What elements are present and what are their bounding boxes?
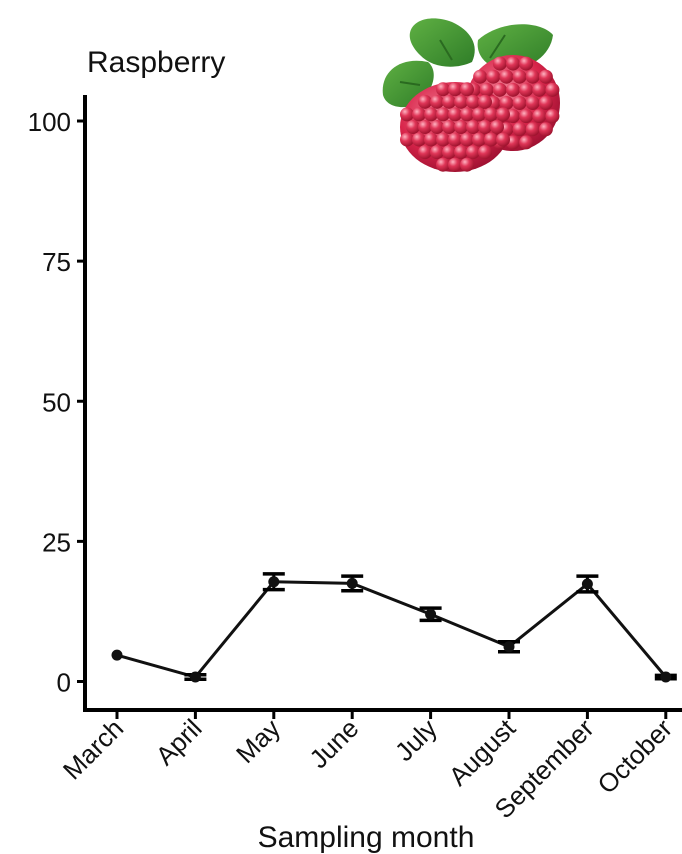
y-ticks: 0 25 50 75 100	[28, 107, 85, 698]
x-tick-label: August	[443, 712, 522, 791]
chart-title: Raspberry	[87, 46, 225, 79]
data-point	[425, 608, 437, 620]
data-point	[660, 671, 672, 683]
data-point	[346, 577, 358, 589]
data-point	[268, 576, 280, 588]
x-tick-label: April	[150, 713, 208, 771]
y-tick-label: 50	[42, 387, 71, 417]
x-tick-label: October	[591, 713, 678, 800]
series-line	[116, 580, 667, 679]
data-point	[111, 649, 123, 661]
data-point	[581, 578, 593, 590]
y-tick-label: 0	[57, 668, 71, 698]
x-tick-label: March	[57, 713, 129, 785]
data-point	[189, 671, 201, 683]
x-tick-label: June	[303, 713, 364, 774]
series-line-group	[111, 572, 677, 683]
raspberry-icon	[382, 18, 560, 172]
y-tick-label: 100	[28, 107, 71, 137]
data-point	[503, 641, 515, 653]
x-tick-label: May	[230, 713, 286, 769]
y-tick-label: 75	[42, 247, 71, 277]
x-tick-label: July	[389, 713, 443, 767]
x-ticks: March April May June July AugustSeptemberOcto…	[57, 710, 678, 824]
x-axis-label: Sampling month	[258, 821, 475, 854]
y-tick-label: 25	[42, 527, 71, 557]
